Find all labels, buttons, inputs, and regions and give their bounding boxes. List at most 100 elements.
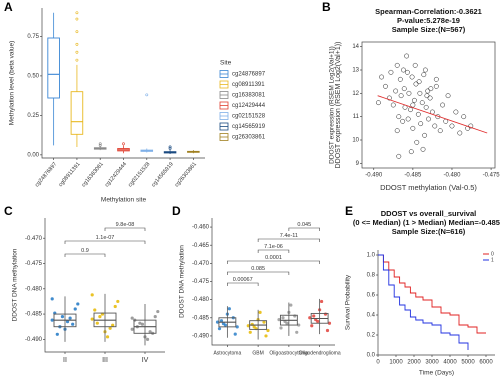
chart-title: Sample Size:(N=567) (392, 25, 466, 34)
chart-title: (0 <= Median) (1 > Median) Median=-0.485… (353, 218, 500, 227)
x-tick-label: II (63, 357, 67, 364)
comparison-bracket (227, 282, 259, 286)
data-point (440, 102, 446, 108)
y-tick-label: -0.475 (192, 279, 210, 285)
data-point (461, 114, 467, 120)
data-point (375, 100, 381, 106)
data-point (422, 67, 428, 73)
x-tick-label: 6000 (479, 360, 493, 366)
data-point (130, 327, 134, 331)
x-tick-label: cg02151528 (127, 161, 151, 188)
x-tick-label: 1000 (389, 360, 403, 366)
outlier (98, 142, 102, 146)
data-point (449, 123, 455, 129)
data-point (410, 102, 416, 108)
data-point (281, 316, 285, 320)
axis-line (41, 8, 205, 159)
x-tick-label: 0 (376, 360, 380, 366)
x-tick-label: IV (142, 357, 149, 364)
x-tick-label: -0.475 (483, 173, 500, 179)
x-tick-label: GBM (252, 350, 263, 356)
data-point (221, 321, 226, 326)
data-point (453, 109, 459, 115)
outlier (168, 147, 172, 150)
data-point (383, 83, 388, 89)
chart-title: P-value:5.278e-19 (397, 16, 460, 25)
legend-label: cg14565919 (232, 124, 266, 130)
data-point (400, 118, 406, 124)
y-tick-label: 9 (356, 161, 360, 167)
data-point (386, 95, 392, 101)
data-point (98, 315, 102, 319)
legend-label: cg02151528 (232, 114, 266, 120)
data-point (445, 93, 451, 99)
data-point (388, 69, 394, 75)
data-point (412, 62, 418, 68)
y-tick-label: 11 (353, 114, 360, 120)
data-point (390, 102, 396, 108)
data-point (145, 337, 150, 341)
x-tick-label: Oligodendroglioma (299, 350, 341, 356)
y-tick-label: 14 (352, 44, 359, 50)
x-tick-label: Astrocytoma (213, 350, 241, 356)
box (47, 37, 60, 99)
y-tick-label: -0.485 (25, 312, 43, 318)
data-point (327, 321, 332, 325)
data-point (406, 90, 412, 96)
data-point (156, 309, 160, 314)
comparison-bracket (257, 238, 320, 242)
comparison-label: 9.8e-08 (116, 222, 135, 228)
data-point (397, 76, 403, 82)
y-axis-label: Methylation level (beta value) (9, 41, 16, 126)
trend-line (377, 95, 488, 134)
comparison-bracket (288, 227, 320, 231)
outlier (75, 50, 79, 54)
data-point (422, 132, 428, 138)
y-tick-label: -0.490 (192, 334, 210, 340)
panel-label: D (172, 204, 181, 218)
data-point (258, 310, 262, 314)
data-point (266, 328, 270, 333)
outlier (75, 17, 79, 21)
y-tick-label: 13 (352, 68, 359, 74)
x-tick-label: cg26303861 (174, 161, 198, 188)
data-point (50, 318, 54, 322)
data-point (415, 111, 421, 117)
data-point (427, 95, 433, 101)
legend-label: 1 (491, 257, 494, 263)
y-tick-label: -0.470 (192, 261, 210, 267)
data-point (404, 69, 410, 75)
y-tick-label: 1.0 (367, 253, 376, 259)
data-point (111, 323, 115, 327)
data-point (394, 62, 400, 68)
legend-label: cg08911391 (232, 82, 265, 88)
data-point (130, 316, 134, 320)
data-point (148, 330, 152, 334)
y-tick-label: 0.75 (27, 34, 39, 40)
data-point (233, 332, 237, 336)
data-point (65, 320, 70, 324)
legend-label: 0 (491, 251, 494, 257)
data-point (410, 125, 416, 131)
data-point (246, 324, 250, 328)
x-tick-label: 3000 (425, 360, 439, 366)
y-tick-label: -0.480 (192, 297, 210, 303)
x-tick-label: -0.485 (404, 173, 422, 179)
y-tick-label: -0.470 (25, 236, 43, 242)
outlier (75, 42, 79, 46)
y-tick-label: 10 (352, 138, 359, 144)
outlier (122, 142, 125, 146)
data-point (219, 319, 224, 323)
comparison-bracket (257, 249, 290, 253)
data-point (404, 53, 410, 59)
data-point (73, 307, 77, 311)
comparison-bracket (64, 240, 146, 244)
x-tick-label: III (102, 357, 108, 364)
legend-title: Site (220, 60, 232, 67)
y-axis-label: DDOST DNA methylation (12, 248, 19, 321)
data-point (423, 104, 429, 110)
y-tick-label: -0.480 (25, 286, 43, 292)
x-tick-label: Oligoastrocytoma (269, 350, 308, 356)
data-point (68, 316, 72, 320)
x-axis-label: DDOST methylation (Val-0.5) (380, 183, 477, 192)
